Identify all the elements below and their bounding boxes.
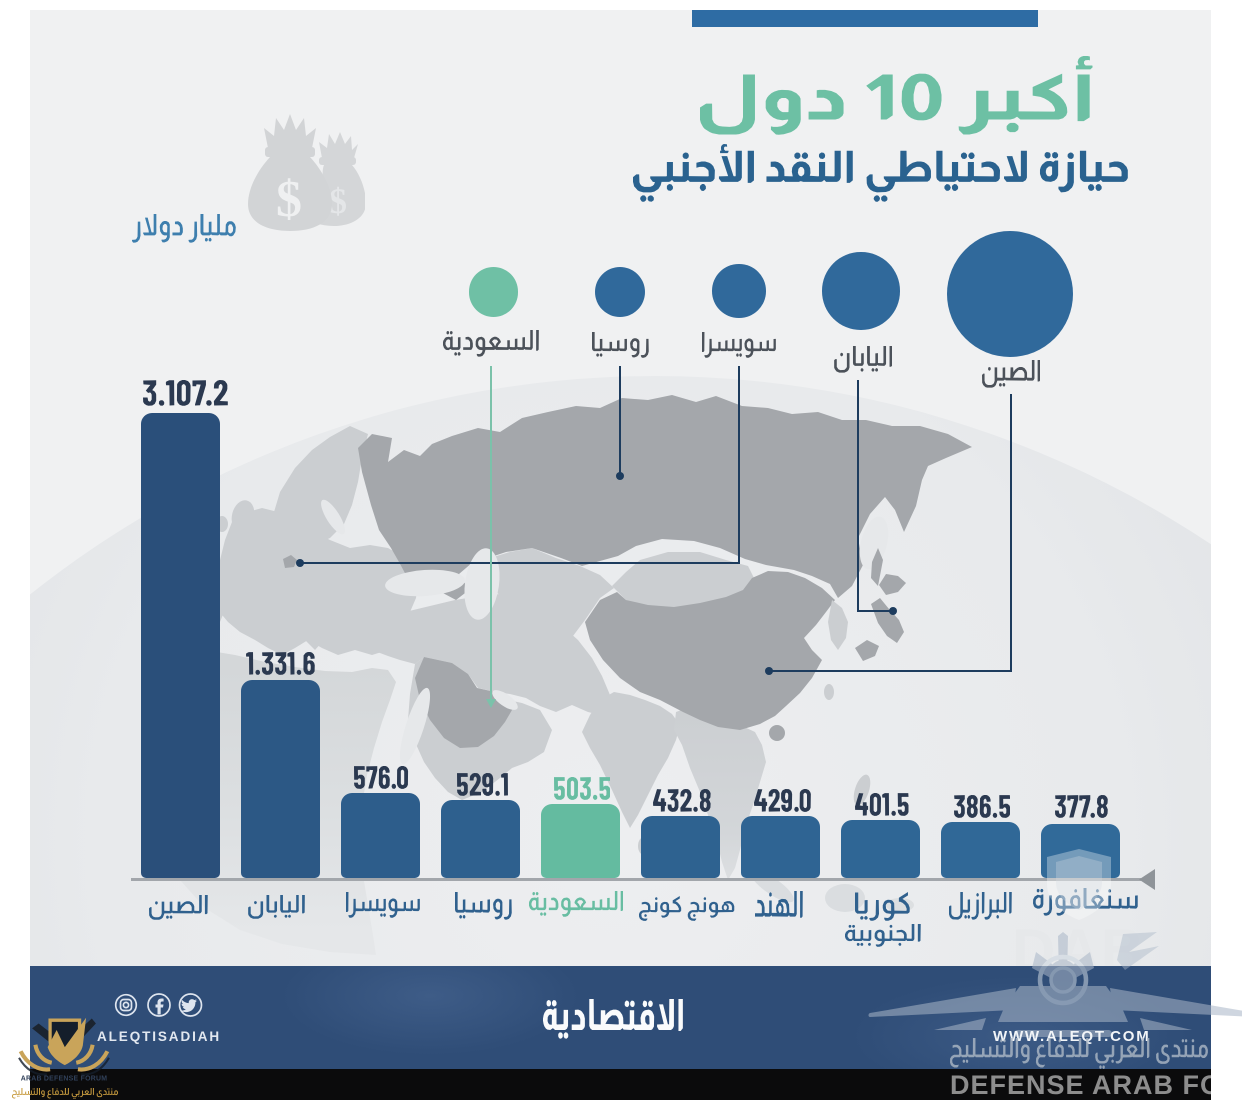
svg-text:ARAB DEFENSE FORUM: ARAB DEFENSE FORUM	[21, 1076, 108, 1083]
svg-text:$: $	[276, 171, 302, 228]
svg-text:$: $	[329, 181, 347, 221]
